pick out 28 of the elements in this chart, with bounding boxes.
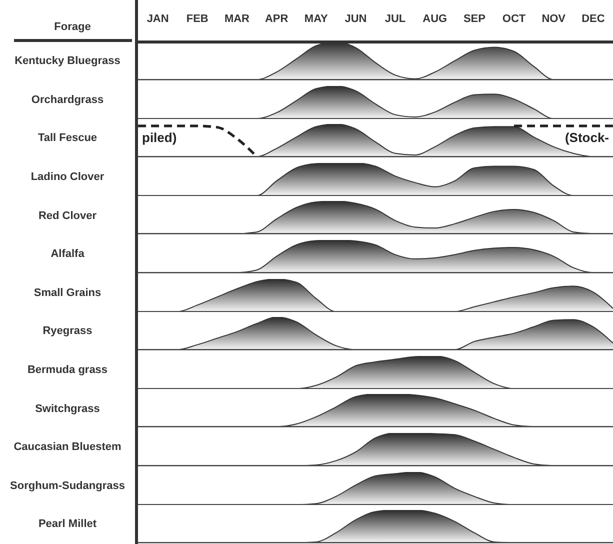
y-axis-title: Small Grains	[32, 286, 102, 301]
x-tick-label: JUL	[384, 13, 406, 25]
x-tick-label: DEC	[582, 13, 605, 25]
annotation: (Stock-	[564, 130, 609, 146]
text: Forage	[54, 21, 91, 33]
y-axis-title: Alfalfa	[50, 247, 86, 262]
y-axis-title: Tall Fescue	[36, 131, 98, 146]
x-tick-label: APR	[264, 13, 288, 25]
x-tick-label: FEB	[186, 13, 208, 25]
y-axis-title: Red Clover	[37, 208, 98, 224]
y-axis-title: Ryegrass	[42, 324, 94, 340]
x-tick-label: MAY	[304, 13, 328, 25]
annotation: piled)	[142, 130, 177, 146]
x-tick-label: MAR	[224, 13, 250, 25]
y-axis-title: Kentucky Bluegrass	[14, 54, 122, 70]
y-axis-title: Sorghum-Sudangrass	[9, 478, 126, 494]
x-tick-label: JAN	[146, 13, 169, 25]
y-axis-title: Switchgrass	[34, 402, 101, 417]
y-axis-title: Pearl Millet	[37, 517, 98, 532]
x-tick-label: JUN	[344, 13, 367, 25]
x-tick-label: OCT	[502, 13, 526, 25]
y-axis-title: Bermuda grass	[26, 363, 109, 378]
x-tick-label: AUG	[422, 13, 448, 25]
y-axis-title: Caucasian Bluestem	[12, 440, 122, 456]
y-axis-title: Ladino Clover	[30, 170, 106, 186]
x-tick-label: SEP	[463, 13, 486, 25]
y-axis-title: Orchardgrass	[30, 92, 105, 108]
x-tick-label: NOV	[542, 13, 566, 25]
